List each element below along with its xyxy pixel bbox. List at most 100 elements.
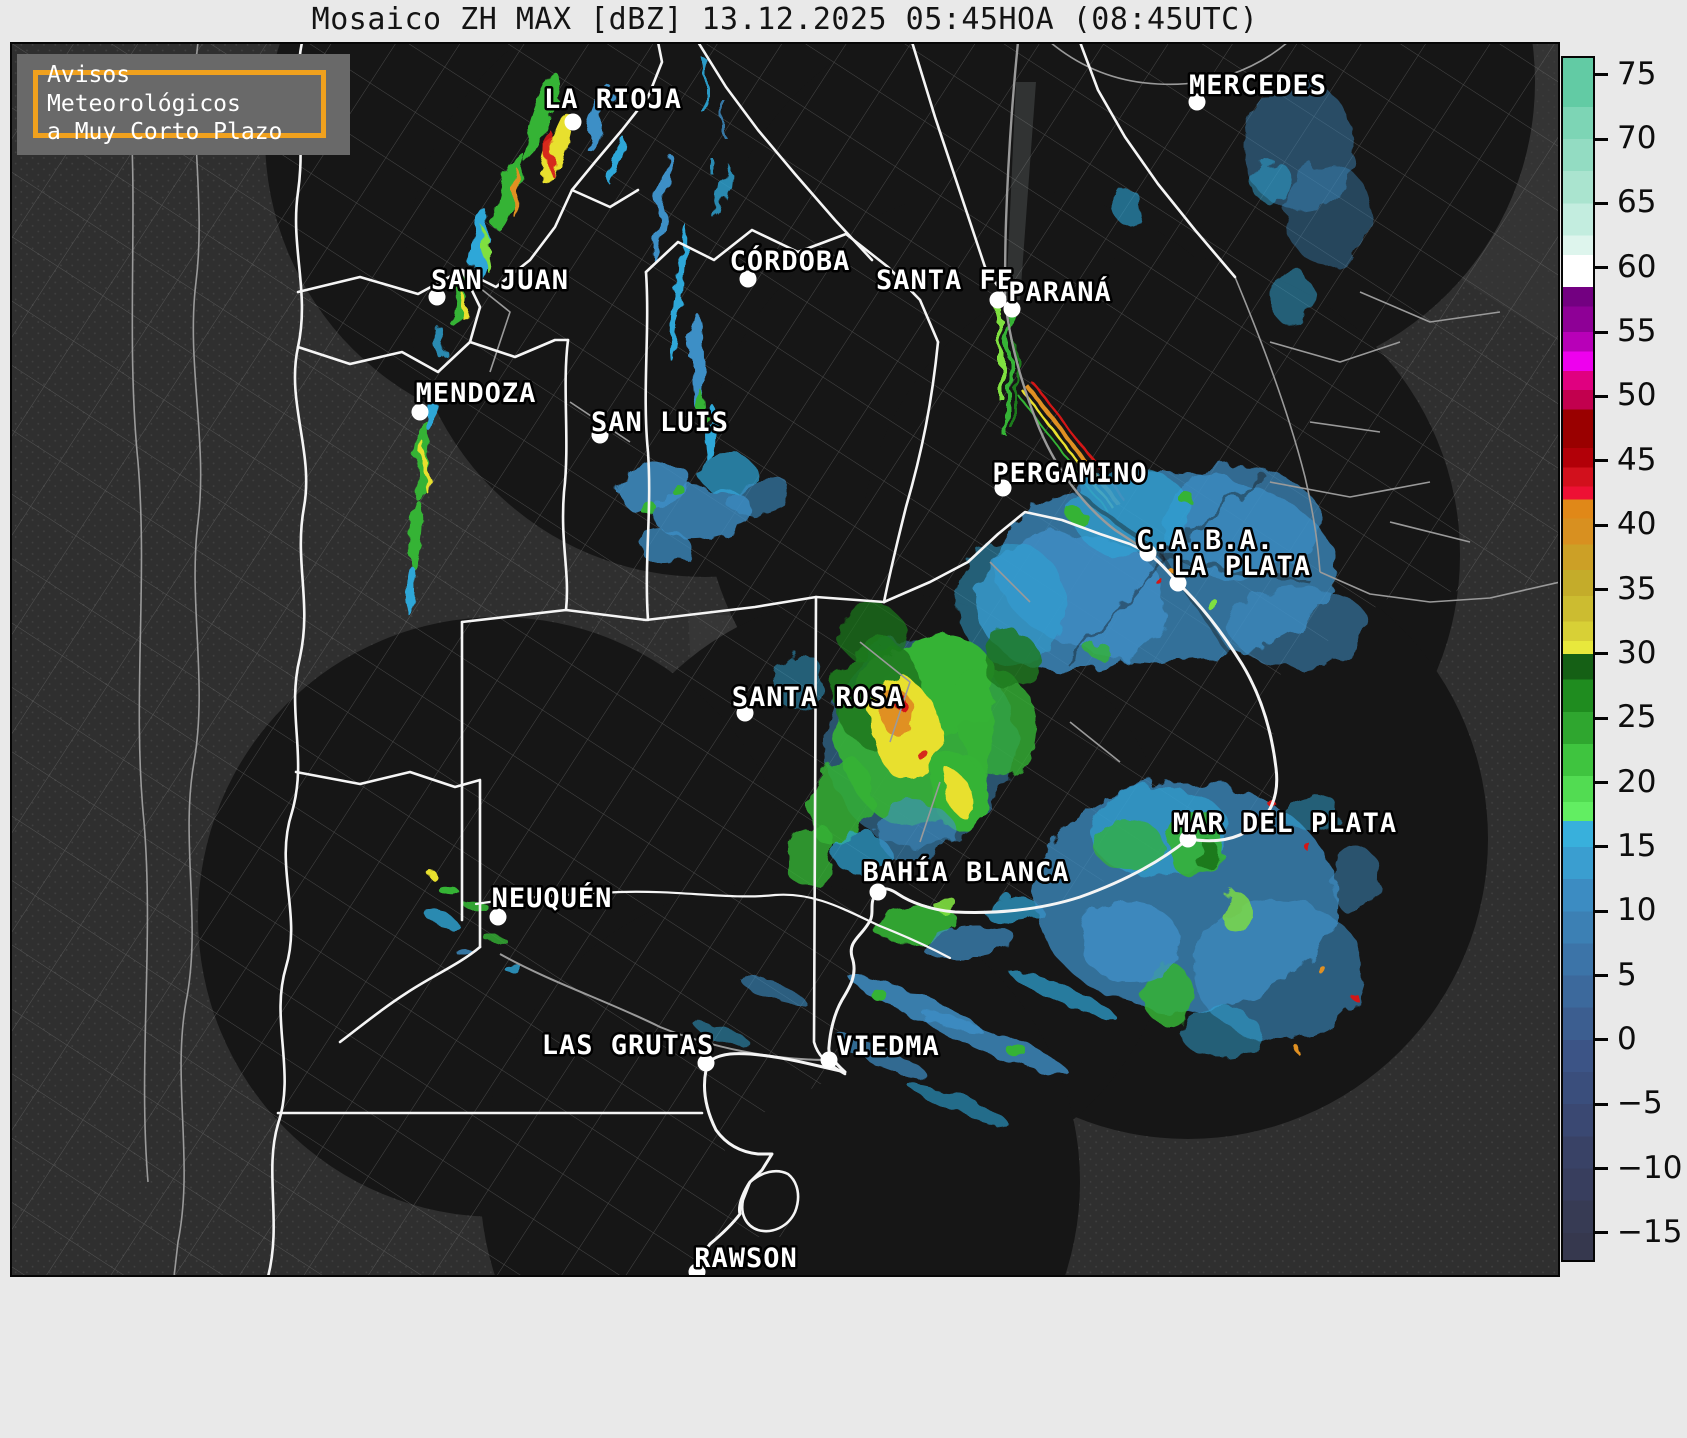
colorbar-tick-label: 20	[1617, 763, 1657, 800]
city-dot	[820, 1051, 838, 1069]
city-label: MAR DEL PLATA	[1173, 808, 1397, 839]
interference-wedge	[1006, 82, 1036, 300]
city-dot	[428, 288, 446, 306]
colorbar-tick	[1595, 909, 1608, 913]
colorbar-tick-label: 35	[1617, 570, 1657, 607]
city-dot	[564, 113, 582, 131]
colorbar-tick-label: 30	[1617, 634, 1657, 671]
reflectivity-colorbar: 75 70 65 60 55 50 45 40 35 30 25 20 15 10 5 0 −5 −10 −15	[1561, 55, 1683, 1266]
city-dot	[739, 270, 757, 288]
echo-central-storm	[775, 604, 1042, 959]
echo-neuquen	[425, 869, 524, 975]
city-label: SAN JUAN	[431, 265, 569, 296]
colorbar-tick	[1595, 523, 1608, 527]
colorbar-tick	[1595, 394, 1608, 398]
city-label: CÓRDOBA	[730, 245, 851, 277]
colorbar-tick-label: −15	[1617, 1213, 1683, 1250]
city-dot	[869, 883, 887, 901]
colorbar-tick-label: 50	[1617, 377, 1657, 414]
echo-top-center	[704, 60, 725, 176]
city-dot	[489, 908, 507, 926]
colorbar-tick-label: 25	[1617, 699, 1657, 736]
colorbar-tick-label: 10	[1617, 892, 1657, 929]
colorbar-tick	[1595, 73, 1608, 77]
city-dot	[989, 291, 1007, 309]
city-label: C.A.B.A.	[1136, 525, 1274, 556]
province-borders	[266, 40, 1279, 1279]
colorbar-tick	[1595, 845, 1608, 849]
city-label: RAWSON	[694, 1243, 798, 1274]
colorbar-tick-label: 40	[1617, 506, 1657, 543]
colorbar-tick-label: 45	[1617, 441, 1657, 478]
colorbar-tick	[1595, 1231, 1608, 1235]
city-label: SANTA ROSA	[732, 682, 905, 713]
echo-santa-fe	[998, 304, 1017, 440]
city-label: MERCEDES	[1189, 70, 1327, 101]
city-label: VIEDMA	[836, 1031, 940, 1062]
city-dot	[1169, 574, 1187, 592]
city-label: PARANÁ	[1008, 276, 1112, 308]
map-panel: LA RIOJA MERCEDES SAN JUAN CÓRDOBA SANTA FE P…	[10, 0, 1561, 1438]
city-label: NEUQUÉN	[492, 882, 613, 914]
colorbar-tick-label: −10	[1617, 1149, 1683, 1186]
city-dot	[1179, 830, 1197, 848]
echo-san-luis	[617, 456, 794, 563]
colorbar-tick	[1595, 1038, 1608, 1042]
colorbar-tick	[1595, 781, 1608, 785]
echo-mar-del-plata	[1035, 782, 1380, 1057]
colorbar-tick	[1595, 716, 1608, 720]
warning-line2: a Muy Corto Plazo	[47, 119, 283, 146]
colorbar-tick-label: −5	[1617, 1085, 1663, 1122]
colorbar-tick	[1595, 974, 1608, 978]
warning-box[interactable]: Avisos Meteorológicos a Muy Corto Plazo	[33, 62, 326, 145]
colorbar-tick	[1595, 266, 1608, 270]
colorbar-tick-label: 0	[1617, 1020, 1637, 1057]
city-dot	[591, 426, 609, 444]
echo-rio-negro-streaks	[693, 971, 1114, 1127]
city-dot	[736, 704, 754, 722]
city-label: BAHÍA BLANCA	[862, 856, 1069, 888]
city-dot	[1188, 93, 1206, 111]
page-title: Mosaico ZH MAX [dBZ] 13.12.2025 05:45HOA…	[311, 2, 1259, 37]
colorbar-tick	[1595, 330, 1608, 334]
colorbar-tick-label: 65	[1617, 184, 1657, 221]
city-dot	[1139, 544, 1157, 562]
colorbar-tick-label: 70	[1617, 120, 1657, 157]
city-label: MENDOZA	[416, 378, 537, 409]
city-label: SAN LUIS	[591, 407, 729, 438]
footer: Servicio Meteorológico Nacional Argentin…	[0, 1277, 1687, 1438]
colorbar-tick	[1595, 588, 1608, 591]
colorbar-tick-label: 75	[1617, 55, 1657, 92]
city-label: LA PLATA	[1173, 551, 1311, 582]
colorbar-tick	[1595, 137, 1608, 141]
city-dot	[1003, 300, 1021, 318]
warning-line1: Avisos Meteorológicos	[47, 61, 241, 117]
colorbar-tick	[1595, 652, 1608, 656]
city-label: LAS GRUTAS	[542, 1030, 715, 1061]
city-label: SANTA FE	[876, 265, 1014, 296]
echo-cordoba	[652, 152, 728, 462]
colorbar-tick	[1595, 1102, 1608, 1106]
echo-mercedes	[1116, 82, 1370, 327]
city-dot	[411, 403, 429, 421]
echo-cuyo	[405, 394, 437, 616]
city-dot	[697, 1054, 715, 1072]
echo-nw-cluster	[435, 71, 628, 358]
colorbar-tick-label: 55	[1617, 313, 1657, 350]
city-label: LA RIOJA	[544, 84, 682, 115]
colorbar-tick-label: 15	[1617, 827, 1657, 864]
city-label: PERGAMINO	[992, 458, 1147, 489]
colorbar-gradient	[1561, 56, 1595, 1262]
colorbar-tick	[1595, 459, 1608, 463]
colorbar-tick-label: 60	[1617, 248, 1657, 285]
city-dot	[994, 479, 1012, 497]
colorbar-tick	[1595, 1167, 1608, 1171]
echo-layer	[405, 60, 1380, 1127]
warning-overlay[interactable]: Avisos Meteorológicos a Muy Corto Plazo	[17, 54, 350, 155]
colorbar-tick-label: 5	[1617, 956, 1637, 993]
colorbar-tick	[1595, 201, 1608, 205]
neighbor-borders	[129, 41, 1561, 1278]
